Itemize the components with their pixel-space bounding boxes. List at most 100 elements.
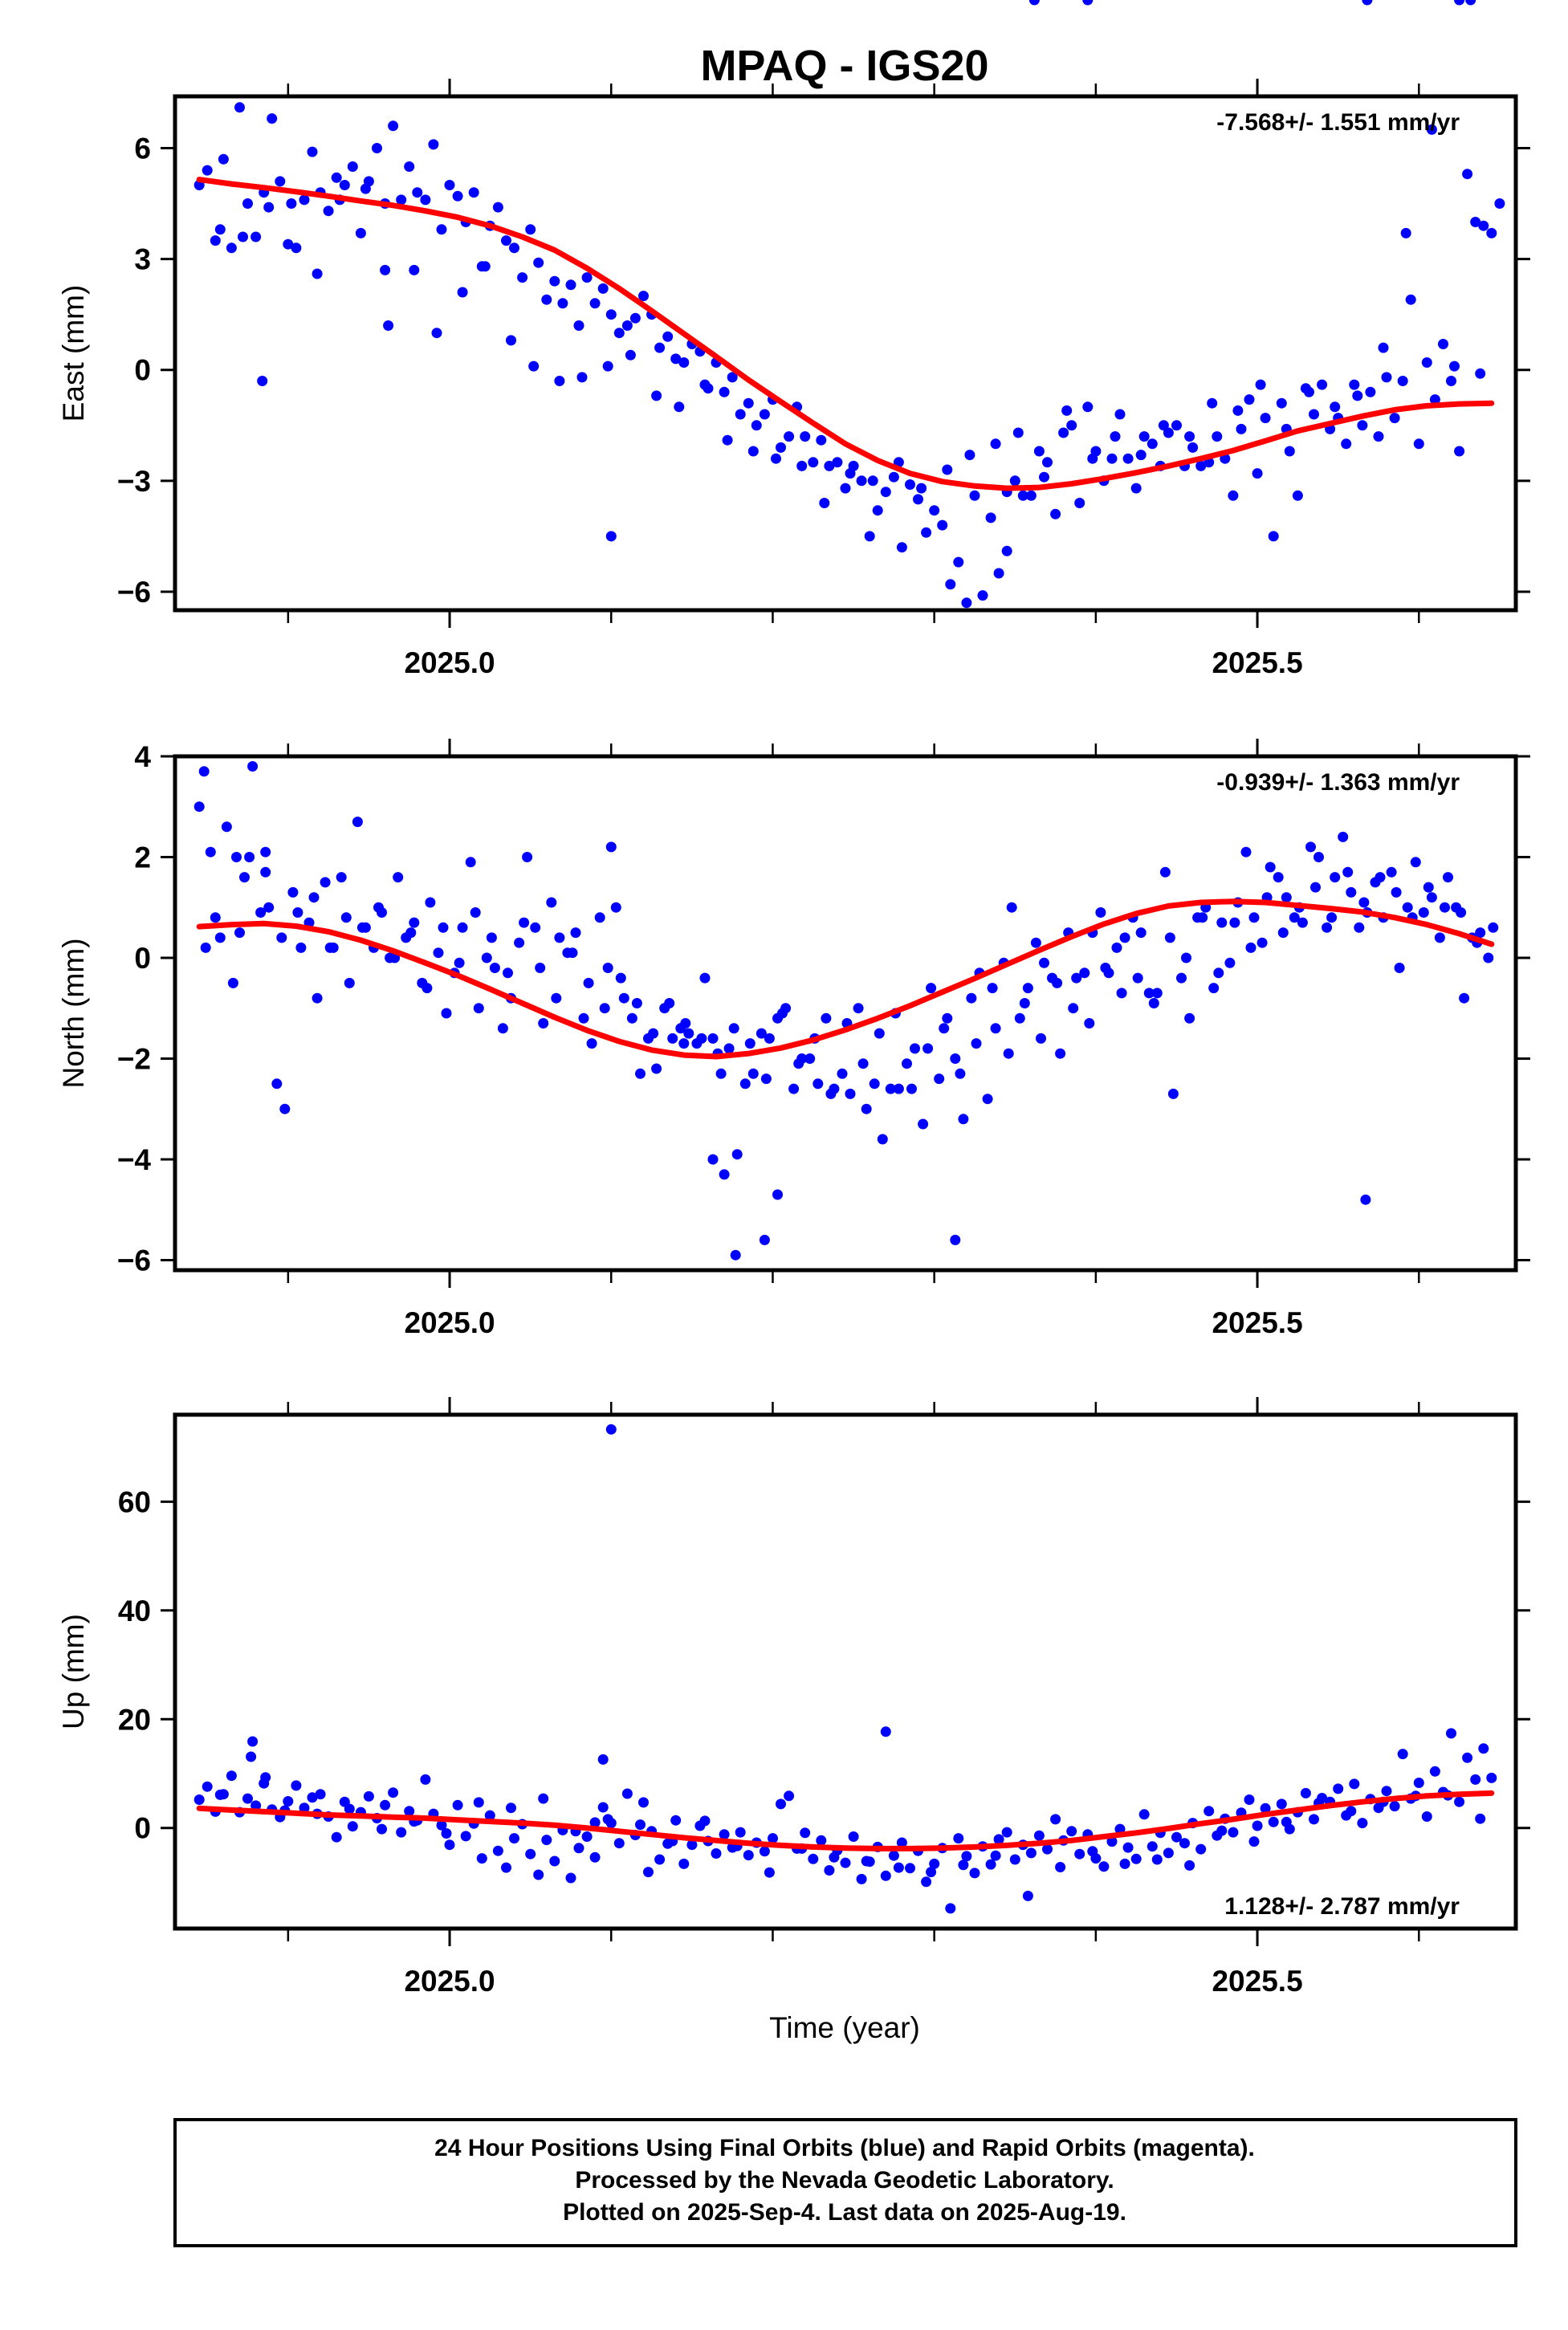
up-y-tick-label: 60 bbox=[118, 1485, 151, 1518]
north-data-point bbox=[1277, 927, 1289, 939]
east-data-point bbox=[888, 471, 899, 483]
up-data-point bbox=[541, 1835, 552, 1846]
north-data-point bbox=[719, 1169, 730, 1180]
up-data-point bbox=[1025, 1847, 1037, 1859]
north-data-point bbox=[210, 912, 221, 923]
up-data-point bbox=[597, 1754, 609, 1765]
east-data-point bbox=[625, 349, 636, 360]
east-data-point bbox=[1365, 386, 1376, 397]
up-data-point bbox=[1260, 1802, 1271, 1814]
east-data-point bbox=[286, 198, 297, 209]
north-data-point bbox=[990, 1023, 1001, 1034]
x-axis-label: Time (year) bbox=[769, 2011, 920, 2044]
north-data-point bbox=[205, 846, 216, 857]
east-data-point bbox=[372, 143, 382, 153]
east-data-point bbox=[226, 242, 237, 254]
up-data-point bbox=[597, 1802, 609, 1813]
north-data-point bbox=[869, 1078, 880, 1090]
east-data-point bbox=[771, 453, 781, 464]
north-data-point bbox=[1148, 998, 1159, 1008]
east-data-point bbox=[576, 372, 588, 383]
north-data-point bbox=[853, 1003, 864, 1014]
east-data-point bbox=[1268, 531, 1279, 542]
north-data-point bbox=[759, 1234, 770, 1245]
north-data-point bbox=[1297, 917, 1308, 928]
up-data-point bbox=[768, 1833, 778, 1844]
up-y-tick-label: 40 bbox=[118, 1595, 151, 1627]
up-data-point bbox=[1346, 1806, 1357, 1817]
east-data-point bbox=[299, 194, 310, 206]
east-data-point bbox=[605, 531, 617, 542]
north-data-point bbox=[570, 927, 581, 939]
east-data-point bbox=[1050, 508, 1061, 519]
north-data-point bbox=[906, 1083, 917, 1094]
north-data-point bbox=[481, 952, 492, 963]
north-data-point bbox=[465, 857, 476, 868]
north-data-point bbox=[772, 1189, 783, 1200]
north-data-point bbox=[747, 1068, 759, 1079]
east-data-point bbox=[1236, 423, 1247, 434]
east-data-point bbox=[479, 261, 491, 272]
up-data-point bbox=[784, 1790, 795, 1802]
up-rate-label: 1.128+/- 2.787 mm/yr bbox=[1224, 1893, 1460, 1920]
north-data-point bbox=[352, 817, 363, 828]
east-data-point bbox=[1465, 0, 1476, 6]
north-data-point bbox=[1014, 1012, 1025, 1024]
north-data-point bbox=[926, 983, 937, 994]
up-data-point bbox=[1228, 1827, 1239, 1838]
up-axis-ticks: 2025.0 2025.5 60 40 20 0 bbox=[118, 1397, 1530, 1998]
up-data-point bbox=[678, 1858, 690, 1869]
up-data-point bbox=[1138, 1809, 1150, 1820]
up-data-point bbox=[250, 1800, 262, 1811]
up-data-point bbox=[1454, 1796, 1465, 1807]
north-data-point bbox=[231, 852, 242, 862]
north-data-point bbox=[1265, 862, 1276, 873]
north-data-point bbox=[393, 872, 404, 883]
up-data-point bbox=[1106, 1836, 1118, 1847]
up-data-point bbox=[214, 1789, 226, 1800]
north-data-point bbox=[234, 927, 245, 939]
east-data-point bbox=[1028, 0, 1040, 6]
east-data-point bbox=[1228, 490, 1239, 501]
north-data-point bbox=[877, 1134, 888, 1145]
up-data-point bbox=[743, 1850, 754, 1861]
east-data-point bbox=[347, 161, 358, 172]
north-data-point bbox=[1440, 902, 1450, 913]
east-data-point bbox=[257, 376, 268, 386]
north-data-point bbox=[602, 963, 613, 973]
east-data-point bbox=[953, 556, 964, 568]
east-point-group bbox=[193, 0, 1505, 609]
north-data-point bbox=[631, 998, 642, 1008]
north-data-point bbox=[198, 766, 210, 777]
north-data-point bbox=[1488, 922, 1499, 933]
north-data-point bbox=[825, 1088, 837, 1099]
up-data-point bbox=[840, 1857, 851, 1868]
north-y-tick-label: −4 bbox=[117, 1143, 152, 1176]
up-data-point bbox=[958, 1860, 969, 1871]
north-data-point bbox=[699, 972, 711, 984]
north-data-point bbox=[567, 947, 578, 959]
east-y-tick-label: 3 bbox=[134, 243, 151, 276]
north-data-point bbox=[955, 1068, 966, 1079]
north-data-point bbox=[200, 942, 211, 953]
up-data-point bbox=[533, 1869, 544, 1880]
east-data-point bbox=[993, 568, 1004, 579]
up-data-point bbox=[1276, 1798, 1287, 1810]
up-data-point bbox=[880, 1870, 891, 1881]
east-data-point bbox=[1438, 339, 1448, 349]
east-data-point bbox=[554, 376, 565, 386]
up-data-point bbox=[441, 1828, 452, 1839]
north-data-point bbox=[680, 1018, 691, 1029]
north-data-point bbox=[1483, 952, 1494, 963]
east-data-point bbox=[1033, 446, 1045, 457]
north-data-point bbox=[982, 1094, 993, 1105]
east-axis-ticks: 2025.0 2025.5 6 3 0 −3 −6 bbox=[117, 79, 1530, 679]
east-data-point bbox=[905, 479, 915, 490]
footer-line-2: Processed by the Nevada Geodetic Laborat… bbox=[575, 2167, 1114, 2194]
east-data-point bbox=[867, 475, 878, 487]
up-data-point bbox=[589, 1817, 601, 1828]
east-data-point bbox=[409, 264, 420, 275]
north-data-point bbox=[651, 1063, 662, 1074]
up-data-point bbox=[1389, 1801, 1400, 1812]
east-data-point bbox=[1171, 420, 1182, 431]
